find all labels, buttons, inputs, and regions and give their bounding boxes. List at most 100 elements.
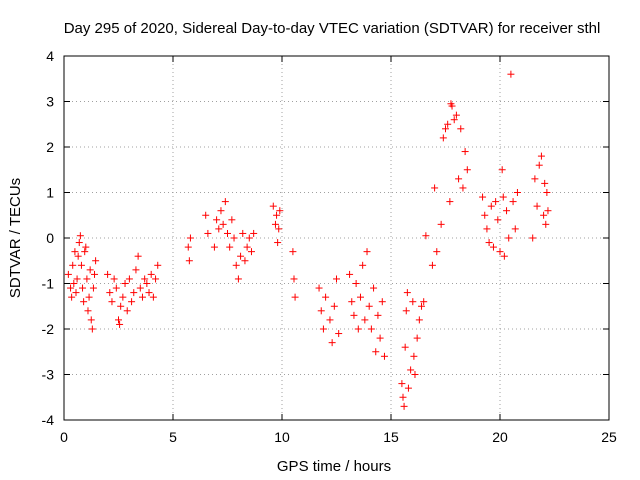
data-point <box>444 120 452 128</box>
data-point <box>110 275 118 283</box>
data-point <box>289 248 297 256</box>
data-point <box>359 261 367 269</box>
data-point <box>457 125 465 133</box>
data-point <box>322 293 330 301</box>
y-tick-label: -1 <box>42 276 55 292</box>
data-point <box>531 175 539 183</box>
data-point <box>154 261 162 269</box>
data-point <box>487 202 495 210</box>
data-point <box>250 229 258 237</box>
data-point <box>494 216 502 224</box>
data-point <box>317 307 325 315</box>
data-point <box>76 232 84 240</box>
data-point <box>498 166 506 174</box>
data-point <box>420 298 428 306</box>
data-point <box>450 116 458 124</box>
data-point <box>428 261 436 269</box>
data-point <box>185 257 193 265</box>
data-point <box>537 152 545 160</box>
data-point <box>411 371 419 378</box>
data-point <box>234 275 242 283</box>
data-point <box>67 284 75 292</box>
x-tick-label: 5 <box>169 429 177 445</box>
axis-ticks <box>63 55 610 421</box>
data-point <box>410 352 418 360</box>
x-tick-label: 15 <box>383 429 399 445</box>
data-point <box>507 70 515 78</box>
tick-labels: 0 5 10 15 20 25 -4 -3 -2 -1 0 1 2 3 4 <box>42 48 617 445</box>
data-point <box>108 298 116 306</box>
data-point <box>511 225 519 233</box>
data-point <box>243 243 251 251</box>
data-point <box>418 302 426 310</box>
data-point <box>72 289 80 297</box>
data-point <box>399 393 407 401</box>
data-point <box>138 293 146 301</box>
y-tick-label: -2 <box>42 321 55 337</box>
data-point <box>141 275 149 283</box>
data-point <box>275 225 283 233</box>
data-points <box>64 70 552 410</box>
data-point <box>330 302 338 310</box>
data-point <box>485 239 493 247</box>
data-point <box>403 289 411 297</box>
data-point <box>115 316 122 324</box>
data-point <box>400 402 408 410</box>
data-point <box>374 311 382 319</box>
data-point <box>70 280 78 287</box>
data-point <box>71 248 79 256</box>
data-point <box>204 229 212 237</box>
data-point <box>291 293 299 301</box>
y-tick-label: 0 <box>46 230 54 246</box>
data-point <box>433 248 441 256</box>
y-tick-label: 1 <box>46 185 54 201</box>
data-point <box>544 207 552 215</box>
data-point <box>404 384 412 392</box>
data-point <box>92 257 100 265</box>
data-point <box>315 284 323 292</box>
data-point <box>136 284 144 292</box>
data-point <box>152 275 160 283</box>
data-point <box>461 148 469 156</box>
data-point <box>125 275 133 283</box>
y-tick-label: -3 <box>42 367 55 383</box>
y-axis-label: SDTVAR / TECUs <box>7 178 24 298</box>
data-point <box>271 220 279 228</box>
data-point <box>481 211 489 219</box>
data-point <box>239 229 247 237</box>
data-point <box>224 229 231 237</box>
data-point <box>219 220 227 228</box>
data-point <box>372 348 380 356</box>
data-point <box>448 102 456 110</box>
data-point <box>540 211 548 219</box>
data-point <box>269 202 277 210</box>
data-point <box>64 270 72 278</box>
data-point <box>89 284 97 292</box>
data-point <box>81 248 89 256</box>
data-point <box>82 243 90 251</box>
data-point <box>232 261 240 269</box>
data-point <box>121 280 129 287</box>
data-point <box>380 352 388 360</box>
data-point <box>437 220 445 228</box>
data-point <box>123 307 131 315</box>
data-point <box>217 207 225 215</box>
y-tick-label: 4 <box>46 48 54 64</box>
data-point <box>112 284 120 292</box>
data-point <box>499 193 507 201</box>
data-point <box>409 298 417 306</box>
data-point <box>106 289 114 297</box>
data-point <box>87 316 95 324</box>
data-point <box>413 334 421 342</box>
data-point <box>213 216 221 224</box>
data-point <box>415 316 423 324</box>
data-point <box>352 280 360 287</box>
data-point <box>274 239 282 247</box>
data-point <box>202 211 210 219</box>
data-point <box>401 343 409 351</box>
data-point <box>91 270 99 278</box>
data-point <box>245 234 253 242</box>
data-point <box>463 166 471 174</box>
data-point <box>247 248 255 256</box>
data-point <box>85 293 93 301</box>
